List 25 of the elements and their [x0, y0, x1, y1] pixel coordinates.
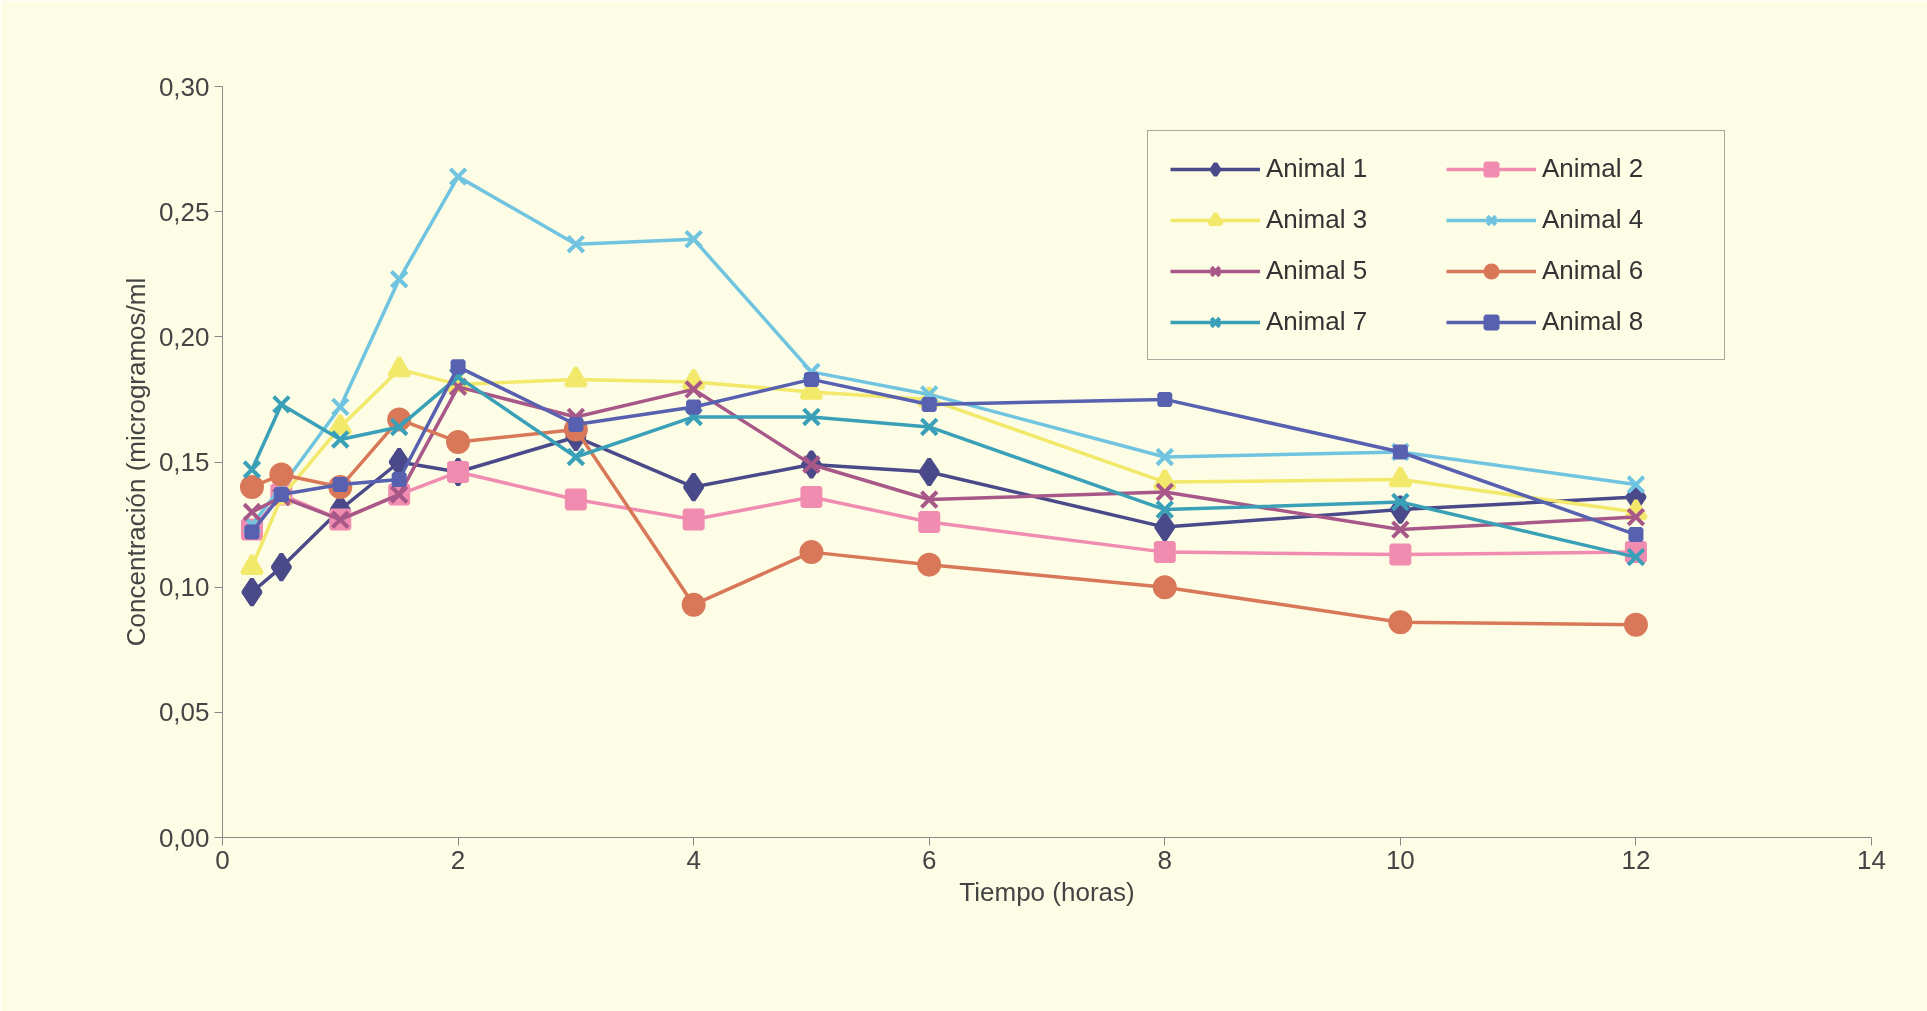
- legend-label: Animal 4: [1542, 204, 1645, 235]
- legend-label: Animal 5: [1266, 255, 1369, 286]
- x-tick-label: 4: [686, 844, 701, 875]
- x-tick-label: 6: [921, 844, 937, 875]
- x-tick-label: 8: [1157, 844, 1173, 875]
- legend-label: Animal 3: [1266, 204, 1369, 235]
- x-tick-label: 0: [215, 844, 230, 875]
- y-tick-label: 0,15: [158, 447, 210, 477]
- y-tick-label: 0,10: [158, 572, 210, 603]
- x-axis-title: Tiempo (horas): [959, 876, 1135, 907]
- x-tick-label: 2: [450, 844, 466, 875]
- y-tick-label: 0,30: [158, 71, 210, 102]
- legend-label: Animal 7: [1266, 306, 1369, 337]
- x-tick-label: 14: [1857, 844, 1886, 875]
- legend-label: Animal 1: [1266, 153, 1369, 184]
- y-tick-label: 0,25: [158, 196, 210, 227]
- x-tick-label: 12: [1621, 844, 1651, 875]
- y-tick-label: 0,00: [158, 822, 210, 853]
- y-tick-label: 0,05: [158, 697, 210, 728]
- x-tick-label: 10: [1385, 844, 1415, 875]
- legend-label: Animal 8: [1542, 306, 1645, 337]
- legend-label: Animal 2: [1542, 153, 1645, 184]
- legend-label: Animal 6: [1542, 255, 1645, 286]
- y-tick-label: 0,20: [158, 321, 210, 352]
- y-axis-title: Concentración (microgramos/ml: [120, 277, 151, 647]
